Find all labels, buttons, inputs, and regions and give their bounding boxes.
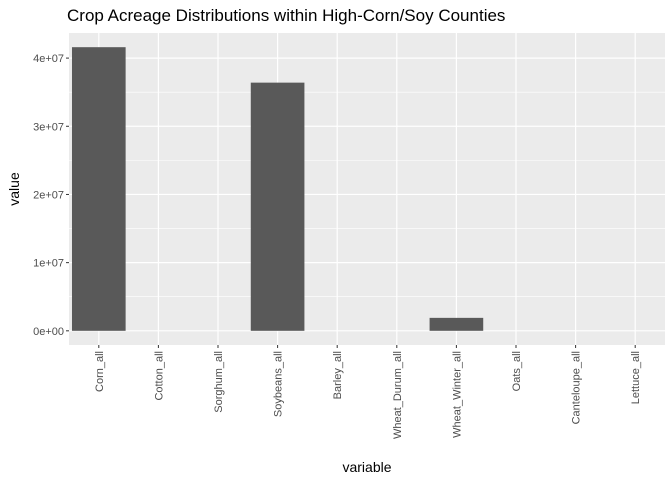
y-axis-title: value	[6, 172, 22, 206]
bars	[71, 47, 484, 331]
x-tick-label: Soybeans_all	[273, 351, 285, 417]
x-tick-label: Cotton_all	[153, 351, 165, 401]
x-tick-label: Sorghum_all	[213, 351, 225, 413]
x-tick-label: Wheat_Durum_all	[392, 351, 404, 439]
x-tick-label: Corn_all	[94, 351, 106, 392]
x-tick-label: Canteloupe_all	[571, 351, 583, 424]
x-axis-title: variable	[342, 459, 391, 475]
plot-panel	[69, 33, 665, 345]
bar-Wheat_Winter_all	[429, 317, 484, 331]
bar-Soybeans_all	[250, 82, 305, 331]
chart-title: Crop Acreage Distributions within High-C…	[67, 6, 506, 25]
y-tick-label: 2e+07	[33, 189, 64, 201]
x-tick-label: Oats_all	[511, 351, 523, 391]
x-tick-label: Lettuce_all	[630, 351, 642, 404]
bar-Corn_all	[71, 47, 126, 331]
minor-gridlines	[69, 91, 665, 298]
y-axis: 0e+00 1e+07 2e+07 3e+07 4e+07	[33, 53, 69, 338]
y-tick-label: 1e+07	[33, 258, 64, 270]
x-tick-label: Barley_all	[332, 351, 344, 399]
x-tick-label: Wheat_Winter_all	[451, 351, 463, 438]
x-axis: Corn_all Cotton_all Sorghum_all Soybeans_al…	[94, 345, 642, 439]
y-tick-label: 3e+07	[33, 121, 64, 133]
y-tick-label: 0e+00	[33, 326, 64, 338]
y-tick-label: 4e+07	[33, 53, 64, 65]
